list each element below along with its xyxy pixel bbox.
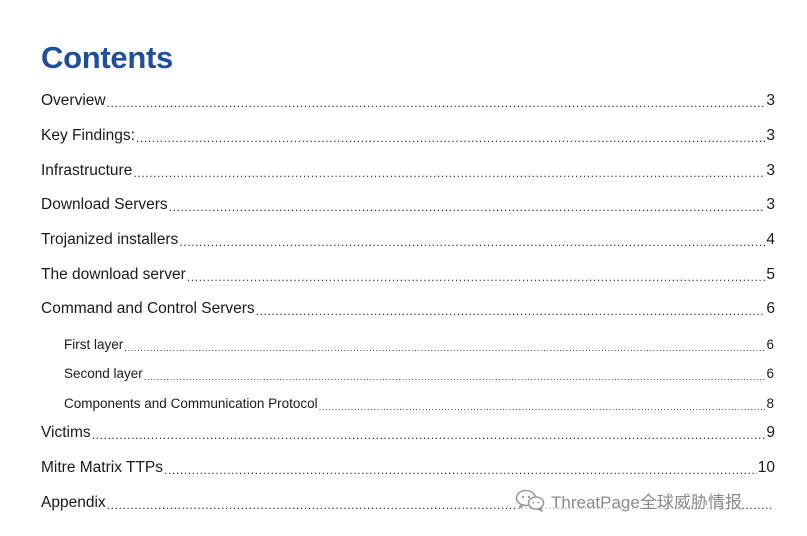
toc-dot-leader bbox=[179, 233, 765, 249]
toc-entry-appendix[interactable]: Appendix bbox=[41, 494, 775, 512]
toc-entry-label: Trojanized installers bbox=[41, 231, 179, 248]
toc-entry-page: 3 bbox=[766, 196, 775, 213]
toc-entry-page: 3 bbox=[766, 92, 775, 109]
toc-entry-page: 6 bbox=[766, 366, 774, 381]
toc-entry-page: 5 bbox=[766, 266, 775, 283]
toc-title: Contents bbox=[41, 40, 173, 75]
toc-entry-key-findings[interactable]: Key Findings: 3 bbox=[41, 127, 775, 145]
toc-entry-label: Infrastructure bbox=[41, 162, 133, 179]
toc-dot-leader bbox=[164, 461, 757, 477]
toc-entry-mitre-matrix-ttps[interactable]: Mitre Matrix TTPs 10 bbox=[41, 459, 775, 477]
watermark-text: ThreatPage全球威胁情报 bbox=[551, 492, 742, 512]
toc-entry-page: 6 bbox=[766, 337, 774, 352]
toc-entry-page: 3 bbox=[766, 127, 775, 144]
toc-entry-components-and-communication-protocol[interactable]: Components and Communication Protocol 8 bbox=[64, 396, 774, 411]
toc-dot-leader bbox=[256, 302, 766, 318]
toc-dot-leader bbox=[187, 268, 766, 284]
toc-entry-label: Command and Control Servers bbox=[41, 300, 255, 317]
toc-dot-leader bbox=[92, 426, 766, 442]
watermark: ThreatPage全球威胁情报 bbox=[515, 487, 742, 513]
toc-entry-overview[interactable]: Overview 3 bbox=[41, 92, 775, 110]
toc-entry-first-layer[interactable]: First layer 6 bbox=[64, 337, 774, 352]
toc-entry-the-download-server[interactable]: The download server 5 bbox=[41, 266, 775, 284]
toc-dot-leader bbox=[169, 198, 766, 214]
toc-entry-victims[interactable]: Victims 9 bbox=[41, 424, 775, 442]
toc-entry-label: Key Findings: bbox=[41, 127, 135, 144]
toc-entry-label: Second layer bbox=[64, 366, 143, 381]
toc-entry-second-layer[interactable]: Second layer 6 bbox=[64, 366, 774, 381]
toc-entry-label: The download server bbox=[41, 266, 186, 283]
toc-entry-command-and-control-servers[interactable]: Command and Control Servers 6 bbox=[41, 300, 775, 318]
toc-entry-download-servers[interactable]: Download Servers 3 bbox=[41, 196, 775, 214]
toc-entry-page: 9 bbox=[766, 424, 775, 441]
toc-dot-leader bbox=[144, 368, 766, 382]
toc-dot-leader bbox=[107, 94, 766, 110]
toc-entry-page: 6 bbox=[766, 300, 775, 317]
toc-entry-label: Overview bbox=[41, 92, 106, 109]
toc-dot-leader bbox=[136, 129, 765, 145]
wechat-icon bbox=[515, 489, 545, 512]
toc-dot-leader bbox=[319, 398, 766, 412]
toc-entry-page: 3 bbox=[766, 162, 775, 179]
toc-entry-page: 8 bbox=[766, 396, 774, 411]
toc-entry-label: Mitre Matrix TTPs bbox=[41, 459, 163, 476]
toc-dot-leader bbox=[124, 339, 765, 353]
toc-entry-page: 4 bbox=[766, 231, 775, 248]
toc-entry-label: Appendix bbox=[41, 494, 106, 511]
toc-entry-label: Download Servers bbox=[41, 196, 168, 213]
toc-entry-label: Components and Communication Protocol bbox=[64, 396, 318, 411]
toc-entry-infrastructure[interactable]: Infrastructure 3 bbox=[41, 162, 775, 180]
toc-entry-trojanized-installers[interactable]: Trojanized installers 4 bbox=[41, 231, 775, 249]
toc-entry-label: First layer bbox=[64, 337, 124, 352]
toc-dot-leader bbox=[133, 164, 765, 180]
toc-entry-page: 10 bbox=[757, 459, 775, 476]
toc-entry-label: Victims bbox=[41, 424, 91, 441]
